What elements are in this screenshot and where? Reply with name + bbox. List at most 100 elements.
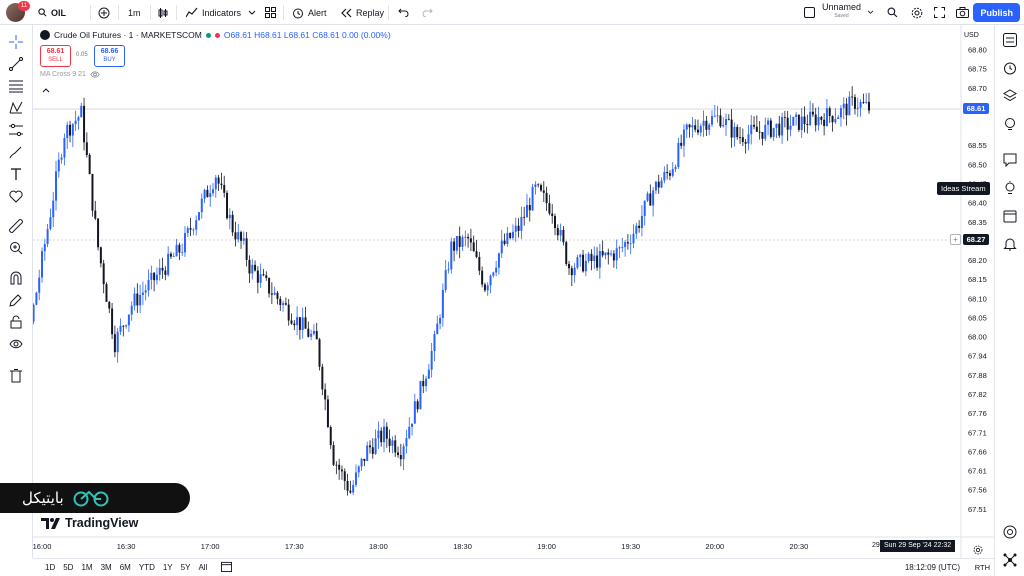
candle-body bbox=[817, 116, 820, 126]
chats-button[interactable] bbox=[1001, 151, 1019, 169]
layout-name-button[interactable]: Unnamed Saved bbox=[822, 3, 861, 21]
tradingview-logo[interactable]: TradingView bbox=[41, 516, 138, 530]
candle-body bbox=[778, 123, 781, 136]
range-button-3m[interactable]: 3M bbox=[100, 563, 112, 572]
price-chart[interactable]: 68.8068.7568.7068.6568.5568.5068.4568.40… bbox=[33, 25, 994, 558]
candle-body bbox=[856, 107, 859, 109]
text-tool[interactable] bbox=[7, 165, 25, 183]
chart-type-button[interactable] bbox=[158, 0, 168, 25]
layout-menu-button[interactable] bbox=[867, 0, 874, 25]
candle-body bbox=[758, 131, 761, 133]
undo-button[interactable] bbox=[398, 0, 409, 25]
candle-body bbox=[635, 225, 638, 234]
watchlist-button[interactable] bbox=[1001, 31, 1019, 49]
candle-body bbox=[820, 116, 823, 120]
utc-clock[interactable]: 18:12:09 (UTC) bbox=[904, 563, 960, 572]
favorites-tool[interactable] bbox=[7, 187, 25, 205]
candle-body bbox=[862, 102, 865, 103]
zoom-tool[interactable] bbox=[7, 239, 25, 257]
candle-body bbox=[685, 124, 688, 130]
candle-body bbox=[565, 242, 568, 264]
help-button[interactable] bbox=[1001, 523, 1019, 541]
candle-body bbox=[279, 298, 282, 305]
range-button-6m[interactable]: 6M bbox=[119, 563, 131, 572]
snapshot-button[interactable] bbox=[956, 0, 969, 25]
ma-cross-indicator[interactable]: MA Cross 9 21 bbox=[40, 71, 100, 78]
candle-body bbox=[761, 132, 764, 139]
sell-button[interactable]: 68.61 SELL bbox=[40, 45, 71, 67]
candle-body bbox=[63, 137, 66, 158]
candle-body bbox=[495, 267, 498, 273]
collapse-legend-button[interactable] bbox=[42, 86, 50, 95]
goto-date-button[interactable] bbox=[221, 561, 233, 574]
hotlists-button[interactable] bbox=[1001, 115, 1019, 133]
network-icon bbox=[1003, 553, 1017, 567]
session-button[interactable]: RTH bbox=[974, 563, 990, 572]
symbol-title[interactable]: Crude Oil Futures · 1 · MARKETSCOM bbox=[54, 30, 202, 40]
indicators-button[interactable]: Indicators bbox=[186, 0, 241, 25]
candle-body bbox=[276, 292, 279, 299]
object-tree-button[interactable] bbox=[1001, 87, 1019, 105]
alert-button[interactable]: Alert bbox=[292, 0, 327, 25]
alerts-panel-button[interactable] bbox=[1001, 59, 1019, 77]
candle-body bbox=[691, 125, 694, 128]
replay-button[interactable]: Replay bbox=[340, 0, 384, 25]
settings-button[interactable] bbox=[911, 0, 923, 25]
camera-icon bbox=[956, 7, 969, 18]
indicator-templates-button[interactable] bbox=[248, 0, 256, 25]
fib-tool[interactable] bbox=[7, 77, 25, 95]
pattern-tool[interactable] bbox=[7, 99, 25, 117]
notifications-button[interactable] bbox=[1001, 235, 1019, 253]
add-alert-button[interactable]: + bbox=[950, 234, 961, 245]
magnet-tool[interactable] bbox=[7, 269, 25, 287]
range-button-all[interactable]: All bbox=[198, 563, 208, 572]
prediction-tool[interactable] bbox=[7, 121, 25, 139]
measure-tool[interactable] bbox=[7, 217, 25, 235]
range-button-1d[interactable]: 1D bbox=[45, 563, 56, 572]
eye-icon[interactable] bbox=[90, 71, 100, 78]
brush-tool[interactable] bbox=[7, 143, 25, 161]
candle-body bbox=[750, 124, 753, 135]
candle-body bbox=[127, 314, 130, 326]
candle-body bbox=[189, 228, 192, 230]
publish-button[interactable]: Publish bbox=[973, 3, 1020, 22]
layout-checkbox[interactable] bbox=[804, 0, 815, 25]
compare-symbol-button[interactable] bbox=[98, 0, 110, 25]
range-button-1y[interactable]: 1Y bbox=[162, 563, 173, 572]
range-button-ytd[interactable]: YTD bbox=[138, 563, 155, 572]
interval-button[interactable]: 1m bbox=[128, 0, 141, 25]
layouts-button[interactable] bbox=[265, 0, 276, 25]
crosshair-tool[interactable] bbox=[7, 33, 25, 51]
ma-cross-label: MA Cross 9 21 bbox=[40, 71, 86, 78]
axis-settings-button[interactable] bbox=[973, 542, 983, 560]
remove-drawings-tool[interactable] bbox=[7, 367, 25, 385]
ruler-icon bbox=[9, 219, 23, 233]
candle-body bbox=[441, 290, 444, 318]
trend-line-tool[interactable] bbox=[7, 55, 25, 73]
quick-search-button[interactable] bbox=[887, 0, 898, 25]
network-button[interactable] bbox=[1001, 551, 1019, 569]
data-status-dot bbox=[214, 32, 220, 38]
candle-body bbox=[192, 229, 195, 231]
range-button-5y[interactable]: 5Y bbox=[180, 563, 191, 572]
ideas-stream-button[interactable] bbox=[1001, 179, 1019, 197]
fullscreen-button[interactable] bbox=[934, 0, 945, 25]
calendar-button[interactable] bbox=[1001, 207, 1019, 225]
candle-body bbox=[853, 97, 856, 109]
candle-body bbox=[97, 218, 100, 248]
hide-drawings-tool[interactable] bbox=[7, 335, 25, 353]
candle-body bbox=[764, 124, 767, 139]
candle-body bbox=[161, 267, 164, 271]
buy-button[interactable]: 68.66 BUY bbox=[94, 45, 125, 67]
candle-body bbox=[783, 117, 786, 118]
stay-in-drawing-tool[interactable] bbox=[7, 291, 25, 309]
candle-body bbox=[848, 96, 851, 116]
symbol-search-button[interactable]: OIL bbox=[38, 0, 66, 25]
range-button-1m[interactable]: 1M bbox=[81, 563, 93, 572]
market-status-dot bbox=[205, 32, 211, 38]
lock-drawings-tool[interactable] bbox=[7, 313, 25, 331]
candle-body bbox=[666, 172, 669, 174]
currency-label[interactable]: USD bbox=[964, 32, 979, 39]
range-button-5d[interactable]: 5D bbox=[63, 563, 74, 572]
redo-button[interactable] bbox=[422, 0, 433, 25]
